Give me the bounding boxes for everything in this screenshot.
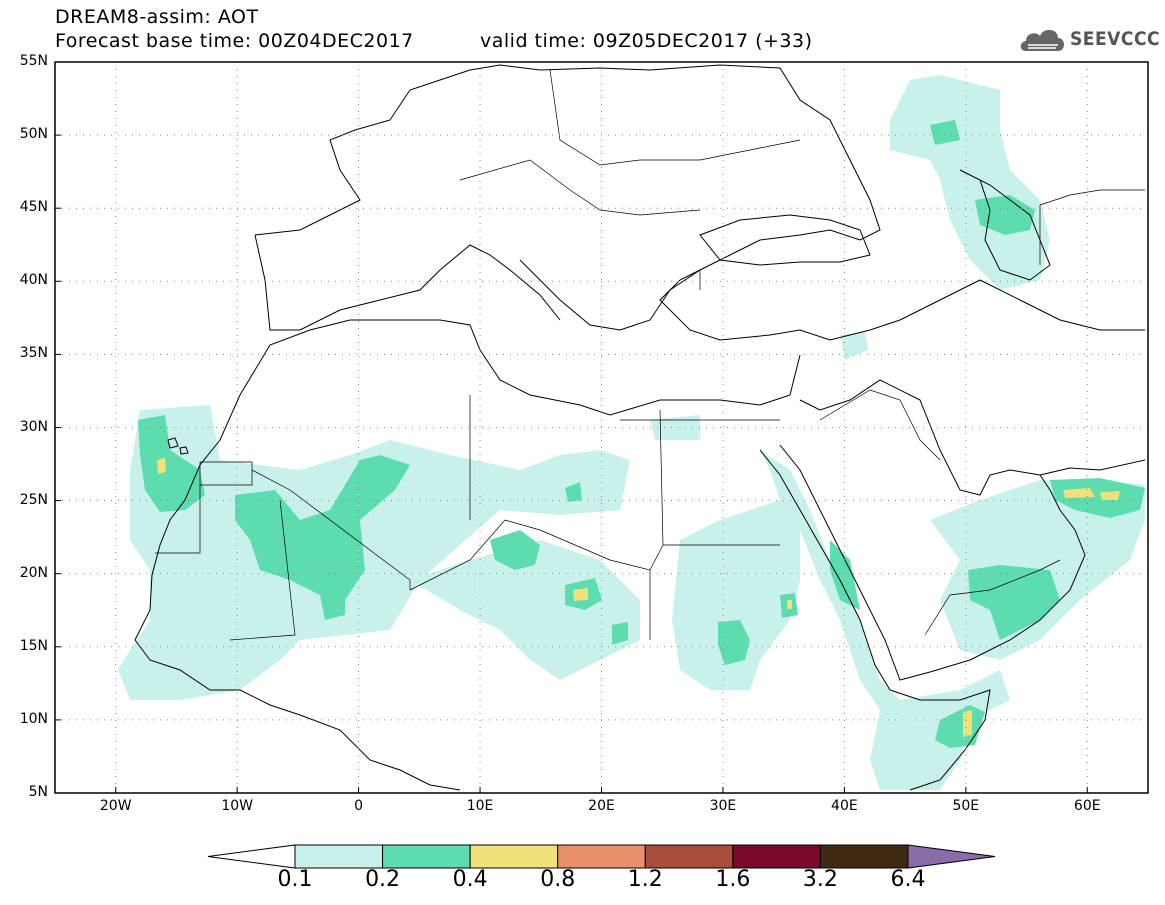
lon-label: 60E xyxy=(1073,798,1101,814)
colorbar-swatch xyxy=(469,844,559,869)
colorbar xyxy=(207,844,996,869)
colorbar-level-label: 3.2 xyxy=(802,867,838,892)
colorbar-level-label: 0.8 xyxy=(540,867,576,892)
lat-label: 35N xyxy=(19,345,48,362)
colorbar-swatch xyxy=(644,844,734,869)
colorbar-level-label: 0.4 xyxy=(452,867,488,892)
cloud-icon xyxy=(1020,29,1064,51)
lon-label: 50E xyxy=(952,798,980,814)
lat-label: 30N xyxy=(19,418,48,435)
graticule xyxy=(55,62,1148,793)
seevccc-logo: SEEVCCC xyxy=(1018,20,1160,60)
aot-level-mid xyxy=(138,120,1145,748)
colorbar-swatch xyxy=(557,844,646,869)
colorbar-swatch xyxy=(732,844,821,869)
lat-label: 5N xyxy=(28,784,48,800)
lon-label: 0 xyxy=(354,798,364,814)
lat-label: 15N xyxy=(19,637,48,654)
colorbar-level-label: 0.2 xyxy=(365,867,401,892)
colorbar-level-label: 6.4 xyxy=(890,867,926,892)
colorbar-swatch xyxy=(382,844,471,869)
colorbar-over-arrow xyxy=(907,844,996,869)
valid-time: valid time: 09Z05DEC2017 (+33) xyxy=(480,30,813,52)
aot-level-high xyxy=(157,458,1120,737)
colorbar-swatch xyxy=(819,844,909,869)
aot-level-low xyxy=(118,75,1145,790)
lon-label: 10W xyxy=(221,798,253,814)
lat-label: 40N xyxy=(19,272,48,289)
lat-label: 10N xyxy=(19,710,48,727)
lat-label: 25N xyxy=(19,491,48,508)
colorbar-level-label: 1.2 xyxy=(627,867,663,892)
title-line2: Forecast base time: 00Z04DEC2017 xyxy=(55,30,414,52)
coastlines xyxy=(134,64,1146,791)
lon-label: 20W xyxy=(99,798,132,814)
colorbar-level-label: 1.6 xyxy=(715,867,751,892)
country-borders xyxy=(155,69,1145,641)
title-line1: DREAM8-assim: AOT xyxy=(55,6,259,28)
dust-plumes xyxy=(118,75,1145,790)
lat-label: 55N xyxy=(19,53,48,69)
colorbar-level-label: 0.1 xyxy=(277,867,313,892)
lat-label: 20N xyxy=(19,564,48,581)
logo-text: SEEVCCC xyxy=(1070,28,1161,50)
colorbar-swatch xyxy=(294,844,384,869)
colorbar-under-arrow xyxy=(207,844,296,869)
lon-label: 30E xyxy=(709,798,737,814)
lon-label: 10E xyxy=(466,798,494,814)
lat-label: 45N xyxy=(19,199,48,216)
lon-label: 20E xyxy=(588,798,615,814)
lat-label: 50N xyxy=(19,126,48,143)
lon-label: 40E xyxy=(831,798,858,814)
